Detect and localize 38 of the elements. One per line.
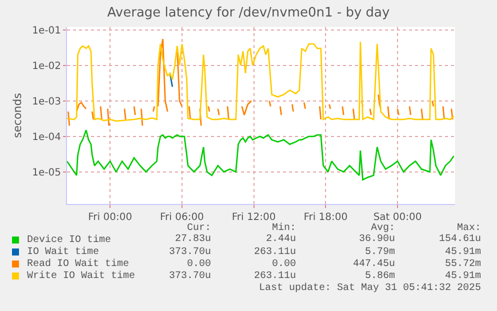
text: 0.00 <box>272 259 296 270</box>
legend-label: Write IO Wait time <box>27 270 136 282</box>
text: 36.90u <box>359 234 396 245</box>
chart-title: Average latency for /dev/nvme0n1 - by day <box>107 6 390 21</box>
y-axis-title: seconds <box>10 92 24 138</box>
text: 373.70u <box>169 247 212 258</box>
y-tick-label: 1e-05 <box>32 167 61 178</box>
legend-label: Device IO time <box>27 234 112 246</box>
text: 45.91m <box>445 247 482 258</box>
y-tick-label: 1e-02 <box>32 60 61 72</box>
text: Max: <box>457 223 482 234</box>
x-tick-label: Fri 06:00 <box>160 212 204 223</box>
text: 2.44u <box>266 234 296 245</box>
x-tick-label: Sat 00:00 <box>373 212 422 223</box>
y-tick-label: 1e-04 <box>32 132 61 143</box>
text: Last update: Sat May 31 05:41:32 2025 <box>259 282 482 294</box>
text: 45.91m <box>445 271 482 282</box>
line-series <box>67 129 454 180</box>
legend-label: Read IO Wait time <box>27 258 130 270</box>
y-tick-label: 1e-01 <box>32 25 61 36</box>
text: Min: <box>272 222 296 234</box>
text: 263.11u <box>254 247 296 258</box>
text: 27.83u <box>175 234 212 245</box>
text: 5.86m <box>365 271 396 282</box>
x-tick-label: Fri 00:00 <box>88 212 132 223</box>
text: 263.11u <box>254 271 296 282</box>
x-tick-label: Fri 18:00 <box>304 212 348 223</box>
legend-label: IO Wait time <box>27 246 100 258</box>
text: 447.45u <box>353 259 396 270</box>
text: Avg: <box>371 223 396 234</box>
text: 55.72m <box>445 259 482 270</box>
text: 154.61u <box>439 234 482 245</box>
y-tick-label: 1e-03 <box>32 96 61 108</box>
x-tick-label: Fri 12:00 <box>232 212 276 223</box>
text: 373.70u <box>169 271 212 282</box>
text: Cur: <box>187 223 212 234</box>
text: 5.79m <box>365 247 396 258</box>
text: 0.00 <box>187 259 212 270</box>
